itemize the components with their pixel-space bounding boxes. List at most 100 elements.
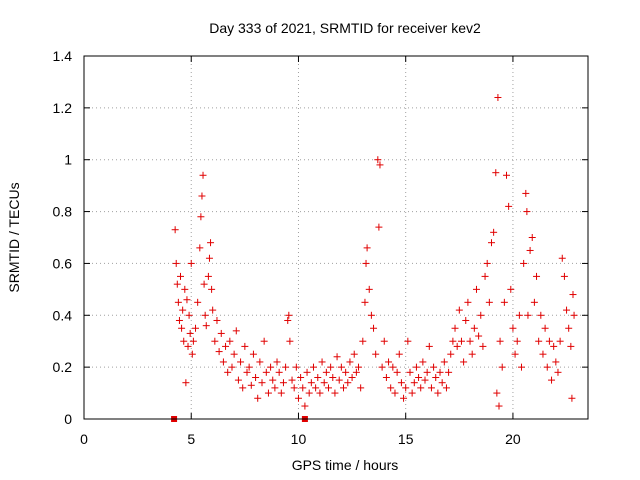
data-point [449, 337, 457, 345]
y-tick-label: 1.2 [53, 100, 73, 116]
data-point [563, 306, 571, 314]
data-point [509, 324, 517, 332]
chart-title: Day 333 of 2021, SRMTID for receiver kev… [209, 20, 481, 36]
data-point [496, 337, 504, 345]
data-point [524, 311, 532, 319]
data-point [309, 363, 317, 371]
data-point [222, 342, 230, 350]
data-point [297, 374, 305, 382]
data-point [432, 374, 440, 382]
data-point [523, 208, 531, 216]
data-point [541, 324, 549, 332]
data-points [171, 93, 578, 422]
data-point [359, 337, 367, 345]
y-tick-label: 0.8 [53, 204, 73, 220]
data-point [438, 379, 446, 387]
data-point [286, 337, 294, 345]
data-point [455, 306, 463, 314]
data-point [365, 285, 373, 293]
data-point [340, 384, 348, 392]
data-point [197, 213, 205, 221]
data-point [324, 384, 332, 392]
data-point [254, 394, 262, 402]
data-point [342, 368, 350, 376]
data-point [464, 298, 472, 306]
data-point [481, 272, 489, 280]
data-point [494, 93, 502, 101]
data-point [198, 192, 206, 200]
data-point [530, 298, 538, 306]
data-point [533, 272, 541, 280]
data-point [520, 259, 528, 267]
data-point [264, 389, 272, 397]
data-point [181, 285, 189, 293]
data-point [442, 384, 450, 392]
data-point [174, 298, 182, 306]
data-point [453, 342, 461, 350]
data-point [211, 337, 219, 345]
data-point [483, 259, 491, 267]
axis-ticks: 0 5 10 15 20 0 0.2 0.4 0.6 0.8 1 1.2 1.4 [53, 48, 588, 447]
data-point [558, 254, 566, 262]
data-point [567, 342, 575, 350]
data-point [472, 285, 480, 293]
data-point [550, 342, 558, 350]
data-point [554, 368, 562, 376]
data-point [423, 368, 431, 376]
data-point [292, 363, 300, 371]
data-point [543, 363, 551, 371]
data-point [470, 324, 478, 332]
data-point [312, 384, 320, 392]
data-point [427, 384, 435, 392]
data-point [307, 379, 315, 387]
data-point [258, 379, 266, 387]
data-point [247, 381, 255, 389]
data-point [397, 379, 405, 387]
data-point [200, 280, 208, 288]
data-point [208, 285, 216, 293]
data-point [363, 244, 371, 252]
data-point [348, 374, 356, 382]
data-point [389, 363, 397, 371]
data-point [400, 394, 408, 402]
y-tick-label: 0.2 [53, 359, 73, 375]
data-point [344, 379, 352, 387]
data-point [404, 337, 412, 345]
data-point [434, 389, 442, 397]
data-point [355, 363, 363, 371]
data-point [284, 316, 292, 324]
data-point [408, 389, 416, 397]
data-point [175, 316, 183, 324]
data-point [215, 348, 223, 356]
data-point [252, 374, 260, 382]
data-point [412, 363, 420, 371]
x-tick-label: 0 [80, 431, 88, 447]
data-point [380, 337, 388, 345]
data-point [382, 374, 390, 382]
data-point [346, 358, 354, 366]
x-tick-label: 5 [187, 431, 195, 447]
data-point [375, 223, 383, 231]
data-point [552, 358, 560, 366]
data-point [545, 337, 553, 345]
data-point [331, 389, 339, 397]
data-point [493, 389, 501, 397]
data-point [201, 311, 209, 319]
data-point [565, 324, 573, 332]
data-point [294, 394, 302, 402]
data-point [179, 306, 187, 314]
data-point [492, 169, 500, 177]
data-point [188, 350, 196, 358]
data-point [503, 171, 511, 179]
data-point [282, 363, 290, 371]
data-point [178, 324, 186, 332]
data-point [305, 389, 313, 397]
data-point [372, 350, 380, 358]
data-point [243, 368, 251, 376]
data-point [393, 368, 401, 376]
data-point [522, 189, 530, 197]
data-point [477, 311, 485, 319]
data-point [475, 332, 483, 340]
data-point [425, 342, 433, 350]
data-point [468, 350, 476, 358]
